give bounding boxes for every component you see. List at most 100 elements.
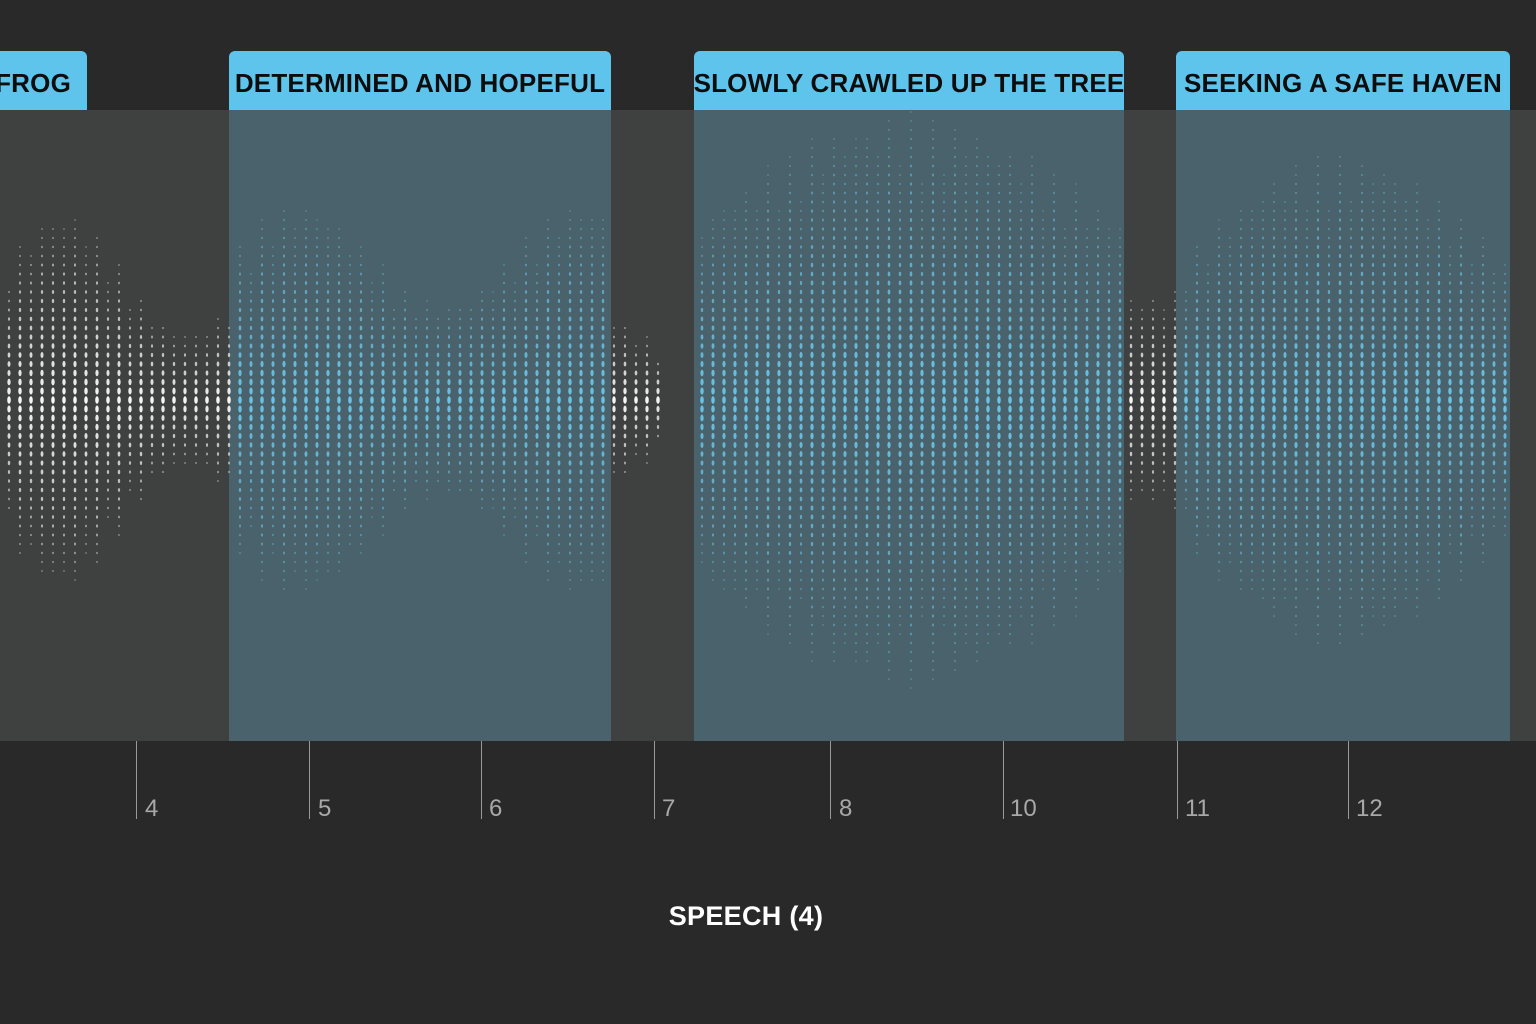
waveform-dot — [1041, 469, 1045, 475]
waveform-dot — [700, 316, 704, 322]
waveform-dot — [898, 280, 902, 286]
waveform-dot — [469, 442, 473, 448]
waveform-dot — [568, 360, 572, 368]
waveform-dot — [293, 432, 297, 440]
waveform-dot — [1261, 533, 1265, 537]
waveform-dot — [997, 532, 1001, 538]
waveform-dot — [557, 442, 561, 448]
waveform-dot — [326, 387, 330, 395]
waveform-dot — [359, 378, 363, 386]
waveform-dot — [920, 542, 924, 546]
waveform-dot — [888, 146, 890, 150]
waveform-dot — [217, 318, 219, 320]
waveform-dot — [1151, 424, 1155, 430]
waveform-dot — [1184, 451, 1188, 457]
waveform-dot — [744, 551, 748, 555]
waveform-dot — [766, 280, 770, 286]
waveform-dot — [744, 451, 748, 457]
waveform-dot — [1273, 183, 1275, 185]
waveform-dot — [1184, 326, 1188, 330]
waveform-dot — [183, 379, 187, 385]
waveform-dot — [62, 316, 66, 322]
waveform-dot — [1228, 506, 1232, 510]
waveform-dot — [811, 191, 813, 195]
waveform-dot — [260, 351, 264, 359]
waveform-dot — [260, 369, 264, 377]
waveform-dot — [19, 524, 21, 528]
waveform-dot — [1052, 405, 1056, 413]
waveform-dot — [821, 316, 825, 322]
waveform-dot — [910, 146, 912, 150]
waveform-dot — [447, 424, 451, 430]
waveform-dot — [1075, 569, 1077, 573]
waveform-dot — [1173, 470, 1177, 474]
waveform-dot — [854, 218, 858, 222]
waveform-dot — [7, 352, 11, 358]
waveform-dot — [623, 352, 627, 358]
waveform-dot — [887, 605, 891, 609]
waveform-dot — [997, 360, 1001, 368]
waveform-dot — [129, 479, 131, 483]
waveform-dot — [536, 264, 538, 266]
waveform-dot — [1416, 218, 1418, 222]
waveform-dot — [1130, 497, 1132, 501]
waveform-dot — [1218, 254, 1220, 258]
waveform-dot — [1019, 316, 1023, 322]
waveform-dot — [1008, 307, 1012, 313]
waveform-dot — [524, 290, 528, 294]
waveform-dot — [1283, 524, 1287, 528]
segment-region-slowly-crawled-up-the-tree[interactable] — [694, 110, 1124, 741]
waveform-dot — [1338, 441, 1342, 449]
waveform-dot — [1338, 280, 1342, 286]
waveform-column — [1063, 228, 1067, 572]
waveform-dot — [1393, 325, 1397, 331]
waveform-dot — [1360, 236, 1364, 240]
waveform-dot — [986, 578, 990, 582]
waveform-dot — [1195, 281, 1199, 285]
waveform-dot — [1074, 289, 1078, 295]
waveform-dot — [998, 587, 1000, 591]
waveform-dot — [1360, 316, 1364, 322]
waveform-dot — [1284, 578, 1286, 582]
waveform-dot — [250, 299, 252, 303]
waveform-dot — [1042, 227, 1044, 231]
waveform-dot — [1426, 360, 1430, 368]
waveform-dot — [140, 488, 142, 492]
waveform-dot — [535, 316, 539, 322]
waveform-dot — [1174, 488, 1176, 492]
waveform-dot — [1129, 361, 1133, 367]
waveform-dot — [1383, 624, 1385, 626]
waveform-dot — [909, 298, 913, 304]
waveform-dot — [755, 515, 759, 519]
waveform-dot — [1240, 588, 1242, 590]
waveform-dot — [1272, 325, 1276, 331]
waveform-dot — [1030, 218, 1034, 222]
waveform-dot — [1074, 441, 1078, 449]
waveform-dot — [1019, 307, 1023, 313]
waveform-dot — [811, 164, 813, 168]
waveform-dot — [195, 452, 197, 456]
waveform-dot — [40, 442, 44, 448]
waveform-dot — [810, 441, 814, 449]
waveform-dot — [63, 560, 65, 564]
waveform-dot — [580, 542, 582, 546]
waveform-dot — [546, 396, 550, 404]
waveform-dot — [1030, 298, 1034, 304]
waveform-dot — [1063, 298, 1067, 304]
waveform-dot — [953, 342, 957, 350]
waveform-dot — [304, 378, 308, 386]
waveform-dot — [579, 460, 583, 466]
waveform-dot — [305, 236, 307, 240]
waveform-dot — [1107, 298, 1111, 304]
waveform-dot — [964, 432, 968, 440]
segment-region-seeking-a-safe-haven[interactable] — [1176, 110, 1510, 741]
waveform-dot — [1382, 496, 1386, 502]
waveform-dot — [41, 533, 43, 537]
waveform-dot — [1052, 334, 1056, 340]
waveform-dot — [326, 298, 330, 304]
waveform-dot — [1020, 218, 1022, 222]
waveform-dot — [29, 460, 33, 466]
waveform-dot — [1382, 298, 1386, 304]
waveform-dot — [997, 396, 1001, 404]
waveform-dot — [1020, 227, 1022, 231]
